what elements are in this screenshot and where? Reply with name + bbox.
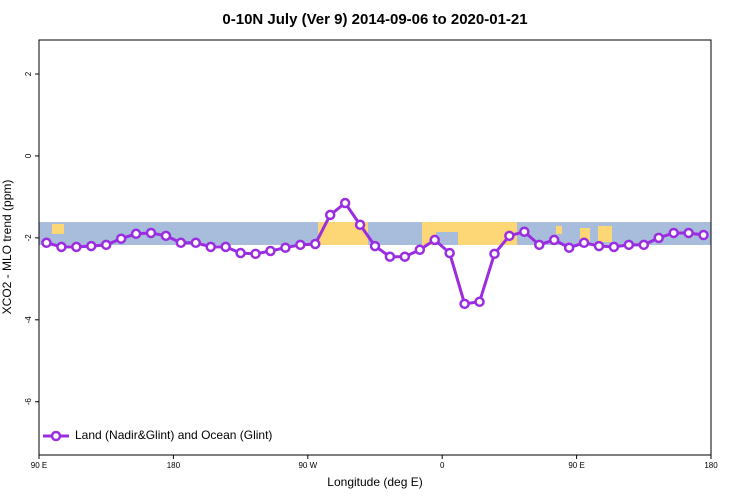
- legend-marker: [50, 430, 62, 442]
- data-point: [459, 298, 470, 310]
- data-point: [623, 239, 635, 251]
- data-point: [56, 241, 67, 253]
- y-tick-label: -6: [24, 398, 33, 406]
- data-point: [369, 240, 381, 252]
- data-point: [563, 242, 575, 253]
- data-point: [175, 237, 187, 249]
- x-tick-label: 90 E: [568, 461, 584, 470]
- data-point: [489, 248, 500, 260]
- data-point: [324, 209, 336, 221]
- y-axis-label: XCO2 - MLO trend (ppm): [0, 180, 14, 315]
- x-tick-label: 90 W: [298, 461, 317, 470]
- x-tick-label: 90 E: [31, 461, 47, 470]
- data-point: [339, 197, 351, 209]
- data-point: [235, 247, 246, 259]
- plot-frame: [38, 39, 712, 456]
- data-point: [578, 237, 590, 249]
- data-point: [354, 219, 366, 231]
- data-point: [399, 251, 411, 262]
- data-point: [160, 230, 172, 242]
- map-band: [39, 222, 711, 245]
- data-point: [593, 240, 605, 252]
- y-tick-label: -4: [24, 316, 33, 324]
- data-point: [698, 229, 709, 241]
- data-point: [250, 248, 261, 260]
- data-point: [295, 239, 306, 251]
- legend-label: Land (Nadir&Glint) and Ocean (Glint): [75, 428, 272, 442]
- series-line: [46, 200, 704, 306]
- data-point: [265, 245, 276, 257]
- data-point: [71, 241, 82, 253]
- data-point: [519, 226, 530, 237]
- data-point: [190, 237, 202, 249]
- data-point: [683, 227, 694, 239]
- data-point: [384, 251, 396, 262]
- y-tick-label: 0: [24, 153, 33, 158]
- data-point: [474, 296, 485, 308]
- y-tick-label: -2: [24, 234, 33, 242]
- data-point: [504, 230, 515, 242]
- data-point: [534, 239, 545, 251]
- data-point: [548, 234, 560, 246]
- data-point: [653, 232, 664, 244]
- data-point: [41, 237, 52, 249]
- x-axis-label: Longitude (deg E): [327, 475, 422, 489]
- data-point: [310, 238, 321, 250]
- data-point: [414, 244, 426, 256]
- data-point: [429, 234, 440, 246]
- data-point: [444, 247, 455, 259]
- y-tick-label: 2: [24, 71, 33, 76]
- data-point: [115, 233, 127, 244]
- data-point: [130, 228, 142, 240]
- data-point: [220, 241, 231, 253]
- x-tick-label: 180: [704, 461, 718, 470]
- x-tick-label: 0: [440, 461, 445, 470]
- x-tick-label: 180: [167, 461, 181, 470]
- chart-title: 0-10N July (Ver 9) 2014-09-06 to 2020-01…: [222, 11, 527, 28]
- data-point: [638, 239, 650, 251]
- data-point: [86, 240, 97, 252]
- data-point: [205, 241, 216, 253]
- data-point: [100, 239, 112, 251]
- data-point: [280, 242, 291, 253]
- data-point: [608, 241, 620, 253]
- data-point: [668, 227, 679, 239]
- data-point: [145, 227, 157, 239]
